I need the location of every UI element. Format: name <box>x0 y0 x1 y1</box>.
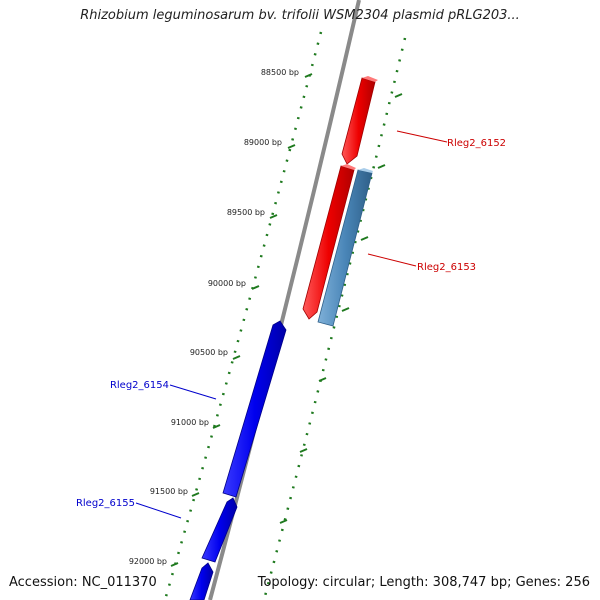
gene-rleg2-6152[interactable] <box>341 76 378 165</box>
tick-label: 90000 bp <box>208 279 246 288</box>
gene-rleg2-6153-feature[interactable] <box>317 168 373 327</box>
ruler-tick <box>279 519 288 524</box>
gene-rleg2-6155[interactable] <box>201 497 238 563</box>
tick-label: 89000 bp <box>244 138 282 147</box>
ruler-tick <box>232 355 241 360</box>
ruler-tick <box>191 492 200 497</box>
label-leader-rleg2-6154 <box>169 384 217 400</box>
label-leader-rleg2-6153 <box>367 253 417 267</box>
ruler-tick <box>170 562 179 567</box>
ruler-tick <box>269 214 278 219</box>
gene-rleg2-6154[interactable] <box>222 320 287 498</box>
map-title: Rhizobium leguminosarum bv. trifolii WSM… <box>80 8 520 23</box>
ruler-tick <box>304 73 313 78</box>
plasmid-summary-text: Topology: circular; Length: 308,747 bp; … <box>257 575 590 590</box>
ruler-tick <box>377 164 386 169</box>
ruler-tick <box>251 285 260 290</box>
label-leader-rleg2-6155 <box>135 502 182 519</box>
ruler-tick <box>212 424 221 429</box>
accession-text: Accession: NC_011370 <box>9 575 157 590</box>
tick-label: 88500 bp <box>261 68 299 77</box>
label-leader-rleg2-6152 <box>396 130 448 143</box>
ruler-tick <box>318 377 327 382</box>
gene-label-rleg2-6152[interactable]: Rleg2_6152 <box>447 138 506 149</box>
ruler-tick <box>299 448 308 453</box>
tick-label: 90500 bp <box>190 348 228 357</box>
gene-offscreen[interactable] <box>189 562 214 600</box>
tick-label: 92000 bp <box>129 557 167 566</box>
gene-label-rleg2-6154[interactable]: Rleg2_6154 <box>110 380 169 391</box>
tick-label: 89500 bp <box>227 208 265 217</box>
ruler-tick <box>360 236 369 241</box>
tick-label: 91000 bp <box>171 418 209 427</box>
ruler-tick <box>341 307 350 312</box>
ruler-tick <box>287 144 296 149</box>
gene-rleg2-6153[interactable] <box>302 164 356 320</box>
gene-label-rleg2-6153[interactable]: Rleg2_6153 <box>417 262 476 273</box>
tick-label: 91500 bp <box>150 487 188 496</box>
ruler-tick <box>394 93 403 98</box>
gene-label-rleg2-6155[interactable]: Rleg2_6155 <box>76 498 135 509</box>
inner-dotted-track <box>163 31 323 600</box>
